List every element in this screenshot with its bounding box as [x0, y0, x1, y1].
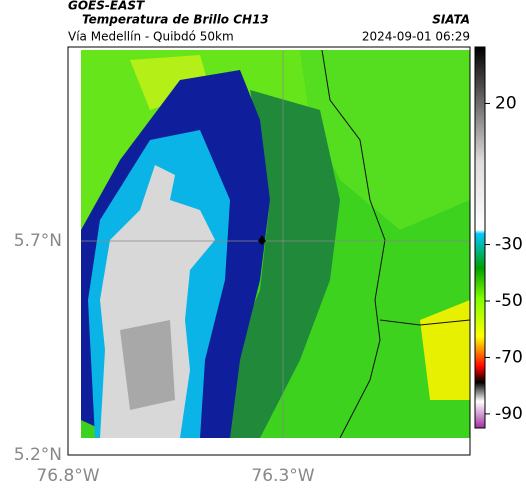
- lon-label: 76.8°W: [36, 466, 99, 486]
- colorbar-tick-label: -50: [495, 291, 523, 311]
- colorbar-tick-label: -30: [495, 235, 523, 255]
- source: SIATA: [432, 13, 470, 27]
- satellite-image: [81, 50, 470, 438]
- colorbar-tick-label: -70: [495, 347, 523, 367]
- datetime: 2024-09-01 06:29: [362, 30, 470, 44]
- lat-label: 5.7°N: [14, 231, 62, 251]
- lat-label: 5.2°N: [14, 445, 62, 465]
- title: GOES-EAST: [68, 0, 145, 13]
- map-frame: [67, 46, 471, 456]
- colorbar-tick-label: 20: [495, 93, 517, 113]
- colorbar-tick-label: -90: [495, 404, 523, 424]
- lon-label: 76.3°W: [251, 466, 314, 486]
- location: Vía Medellín - Quibdó 50km: [68, 30, 234, 44]
- colorbar: [474, 46, 486, 429]
- subtitle: Temperatura de Brillo CH13: [82, 13, 269, 27]
